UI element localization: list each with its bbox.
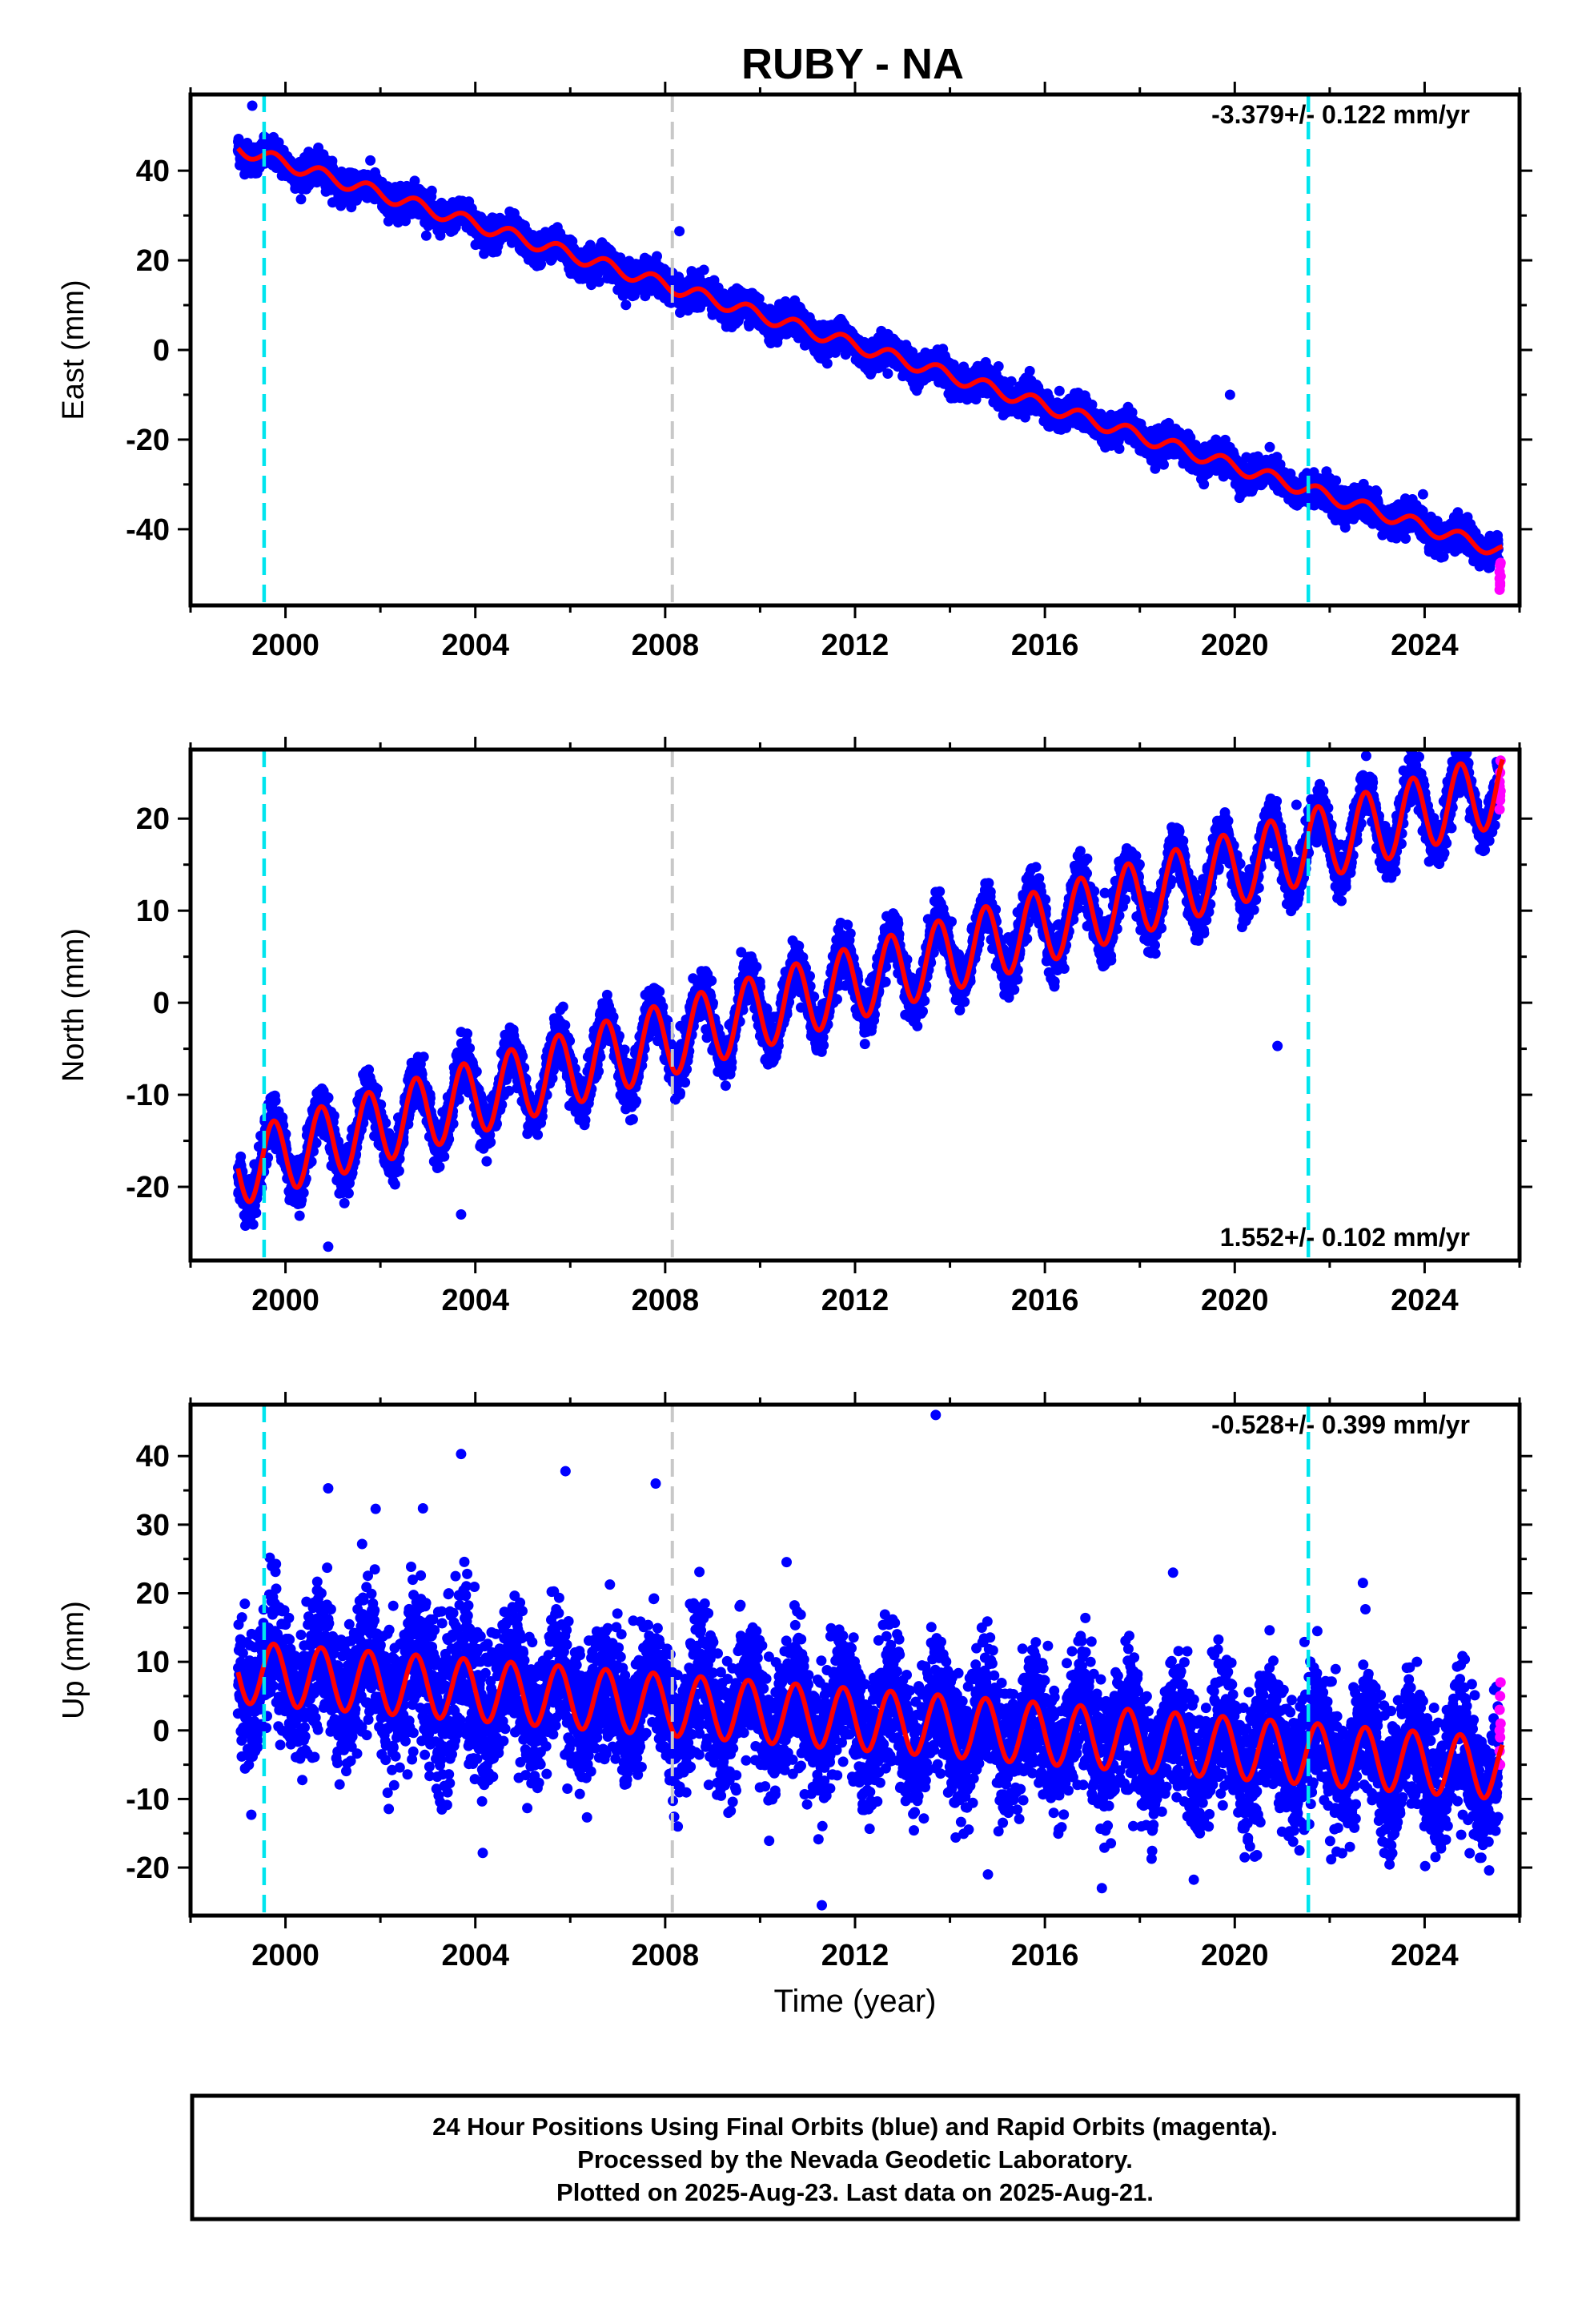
final-orbit-point — [420, 230, 432, 241]
final-orbit-point — [821, 358, 833, 369]
final-orbit-point — [1024, 365, 1035, 376]
final-orbit-point — [365, 155, 376, 166]
final-orbit-point — [426, 185, 437, 196]
final-orbit-point — [993, 361, 1004, 372]
east-panel: 2000 2004 2008 2012 2016 2020 202440200-20-40E… — [57, 82, 1532, 662]
final-orbit-point — [698, 264, 709, 275]
final-orbit-point — [593, 276, 604, 287]
chart-title: RUBY - NA — [741, 40, 964, 88]
final-orbit-point — [1054, 385, 1065, 396]
final-orbit-point — [295, 194, 307, 205]
final-orbit-point — [652, 251, 662, 262]
final-orbit-point — [1114, 443, 1125, 454]
final-orbit-point — [620, 300, 632, 311]
final-orbit-point — [409, 175, 420, 187]
plot-area — [232, 100, 1506, 595]
final-orbit-point — [400, 215, 411, 227]
final-orbit-point — [882, 368, 893, 379]
